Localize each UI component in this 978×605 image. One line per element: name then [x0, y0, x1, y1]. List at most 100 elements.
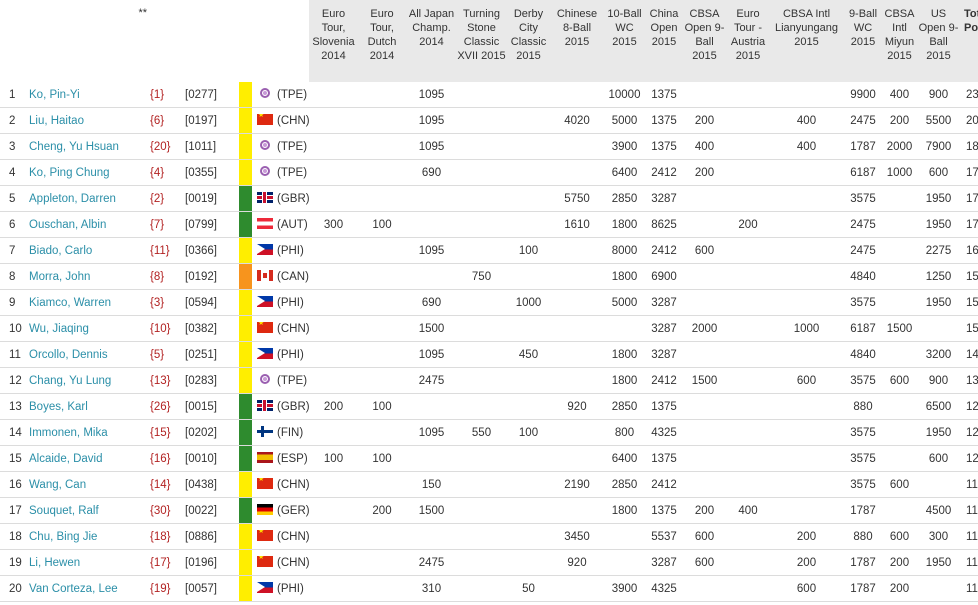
points-cell [551, 419, 603, 446]
player-name-link[interactable]: Boyes, Karl [29, 400, 88, 413]
points-cell [457, 133, 506, 160]
points-cell: 880 [844, 523, 882, 550]
player-name-link[interactable]: Chang, Yu Lung [29, 374, 112, 387]
points-cell [682, 82, 727, 108]
points-cell [727, 82, 769, 108]
country-code: (CHN) [277, 115, 309, 127]
points-cell: 1095 [406, 419, 457, 446]
points-cell: 3900 [603, 575, 646, 602]
points-cell [457, 211, 506, 238]
player-name-link[interactable]: Li, Hewen [29, 556, 81, 569]
column-header[interactable]: Chinese 8-Ball 2015 [551, 0, 603, 82]
country-cell: (PHI) [252, 341, 309, 368]
table-row: 11 Orcollo, Dennis {5} [0251] (PHI) 1095 450 18… [0, 341, 978, 368]
flag-icon-chn [257, 114, 273, 125]
player-name-link[interactable]: Ouschan, Albin [29, 218, 107, 231]
total-points-cell: 12825 [960, 393, 978, 420]
player-name-link[interactable]: Immonen, Mika [29, 426, 108, 439]
player-name-link[interactable]: Souquet, Ralf [29, 504, 99, 517]
column-header[interactable]: Euro Tour, Slovenia 2014 [309, 0, 358, 82]
country-code: (CHN) [277, 557, 309, 569]
column-header[interactable]: 9-Ball WC 2015 [844, 0, 882, 82]
player-name-link[interactable]: Wang, Can [29, 478, 87, 491]
country-code: (CHN) [277, 531, 309, 543]
column-header[interactable]: Euro Tour - Austria 2015 [727, 0, 769, 82]
points-cell: 690 [406, 289, 457, 316]
status-bar [239, 211, 252, 238]
total-points-cell: 15474 [960, 315, 978, 342]
player-name-link[interactable]: Appleton, Darren [29, 192, 116, 205]
points-cell [358, 341, 406, 368]
column-header[interactable]: China Open 2015 [646, 0, 682, 82]
rank-cell: 14 [0, 419, 29, 446]
player-name-link[interactable]: Chu, Bing Jie [29, 530, 98, 543]
spacer-cell [227, 445, 239, 472]
column-header[interactable]: 10-Ball WC 2015 [603, 0, 646, 82]
table-row: 14 Immonen, Mika {15} [0202] (FIN) 1095 550 100… [0, 419, 978, 446]
player-name-link[interactable]: Van Corteza, Lee [29, 582, 118, 595]
spacer-cell [227, 107, 239, 134]
table-body: 1 Ko, Pin-Yi {1} [0277] (TPE) 1095 10000 1375 99… [0, 82, 978, 602]
points-cell [506, 159, 551, 186]
player-name-link[interactable]: Ko, Pin-Yi [29, 88, 80, 101]
column-header[interactable]: US Open 9-Ball 2015 [917, 0, 960, 82]
rank-cell: 8 [0, 263, 29, 290]
points-cell [727, 549, 769, 576]
column-header[interactable]: CBSA Intl Miyun 2015 [882, 0, 917, 82]
player-code-cell: [0010] [183, 445, 227, 472]
points-cell: 200 [882, 107, 917, 134]
country-code: (FIN) [277, 427, 304, 439]
flag-icon-phi [257, 582, 273, 593]
player-name-link[interactable]: Orcollo, Dennis [29, 348, 108, 361]
column-header[interactable]: Turning Stone Classic XVII 2015 [457, 0, 506, 82]
column-header[interactable]: CBSA Intl Lianyungang 2015 [769, 0, 844, 82]
player-name-link[interactable]: Liu, Haitao [29, 114, 84, 127]
points-cell: 3575 [844, 471, 882, 498]
country-code: (TPE) [277, 375, 308, 387]
player-name-link[interactable]: Wu, Jiaqing [29, 322, 89, 335]
status-bar [239, 445, 252, 472]
points-cell [358, 82, 406, 108]
column-header[interactable]: CBSA Open 9-Ball 2015 [682, 0, 727, 82]
points-cell [769, 445, 844, 472]
flag-icon-phi [257, 296, 273, 307]
points-cell: 5537 [646, 523, 682, 550]
player-name-link[interactable]: Cheng, Yu Hsuan [29, 140, 119, 153]
country-cell: (GBR) [252, 393, 309, 420]
country-code: (PHI) [277, 349, 304, 361]
points-cell [551, 315, 603, 342]
points-cell: 6187 [844, 159, 882, 186]
points-cell [603, 315, 646, 342]
column-header[interactable]: All Japan Champ. 2014 [406, 0, 457, 82]
player-name-link[interactable]: Alcaide, David [29, 452, 103, 465]
total-points-header[interactable]: Total Points [960, 0, 978, 82]
points-cell: 6500 [917, 393, 960, 420]
points-cell: 3900 [603, 133, 646, 160]
player-name-cell: Wang, Can [29, 471, 147, 498]
column-header[interactable]: Euro Tour, Dutch 2014 [358, 0, 406, 82]
rank-cell: 20 [0, 575, 29, 602]
seed-cell: {26} [147, 393, 183, 420]
column-header[interactable]: Derby City Classic 2015 [506, 0, 551, 82]
player-name-link[interactable]: Ko, Ping Chung [29, 166, 110, 179]
points-cell: 880 [844, 393, 882, 420]
points-cell [457, 497, 506, 524]
spacer-cell [227, 575, 239, 602]
player-name-link[interactable]: Kiamco, Warren [29, 296, 112, 309]
flag-icon-chn [257, 530, 273, 541]
points-cell: 600 [769, 575, 844, 602]
player-name-cell: Van Corteza, Lee [29, 575, 147, 602]
flag-icon-chn [257, 322, 273, 333]
seed-cell: {8} [147, 263, 183, 290]
points-cell: 3575 [844, 419, 882, 446]
player-code-cell: [0283] [183, 367, 227, 394]
status-bar [239, 341, 252, 368]
player-name-link[interactable]: Morra, John [29, 270, 91, 283]
spacer-cell [227, 549, 239, 576]
points-cell [457, 575, 506, 602]
player-name-cell: Appleton, Darren [29, 185, 147, 212]
player-name-link[interactable]: Biado, Carlo [29, 244, 93, 257]
rank-cell: 1 [0, 82, 29, 108]
country-cell: (FIN) [252, 419, 309, 446]
points-cell [551, 159, 603, 186]
